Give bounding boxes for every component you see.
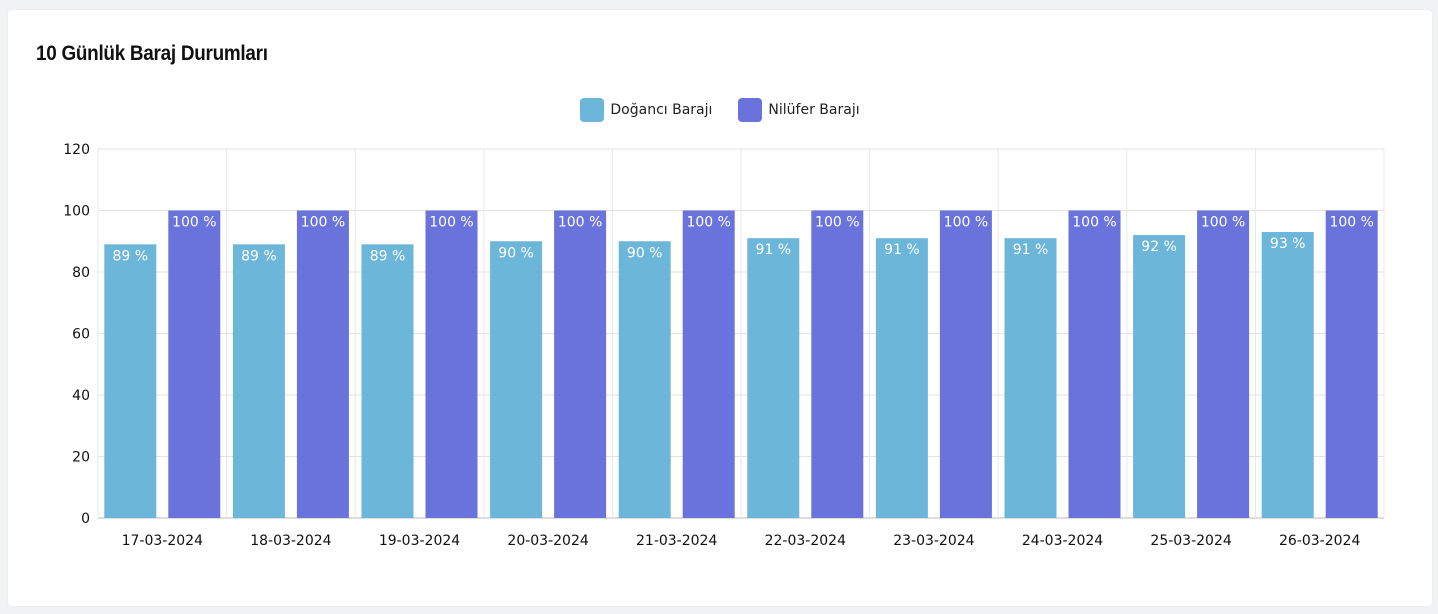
x-tick-label: 26-03-2024 <box>1279 533 1360 549</box>
bar-nilufer <box>296 210 349 518</box>
bar-dogancı <box>1004 238 1057 519</box>
x-tick-label: 20-03-2024 <box>507 533 588 549</box>
bar-dogancı <box>1261 232 1314 518</box>
bar-chart: 0 20 40 60 80 100 120 89 % 100 % 17-03-2024 89 % 10… <box>63 142 1385 549</box>
data-label: 100 % <box>558 215 602 231</box>
bar-dogancı <box>104 244 157 518</box>
y-tick-label: 20 <box>72 450 90 466</box>
data-label: 91 % <box>884 242 920 258</box>
bar-nilufer <box>682 210 735 518</box>
chart-card: 10 Günlük Baraj Durumları Doğancı Barajı… <box>8 10 1432 606</box>
x-tick-label: 21-03-2024 <box>636 533 717 549</box>
bar-nilufer <box>168 210 221 518</box>
data-label: 100 % <box>1201 215 1245 231</box>
data-label: 89 % <box>241 248 277 264</box>
x-tick-label: 18-03-2024 <box>250 533 331 549</box>
card-title: 10 Günlük Baraj Durumları <box>36 42 268 65</box>
legend-item-nilufer[interactable]: Nilüfer Barajı <box>738 98 860 122</box>
data-label: 89 % <box>113 248 149 264</box>
data-label: 100 % <box>1329 215 1373 231</box>
x-tick-label: 25-03-2024 <box>1150 533 1231 549</box>
y-tick-label: 80 <box>72 265 90 281</box>
x-tick-label: 19-03-2024 <box>379 533 460 549</box>
data-label: 100 % <box>686 215 730 231</box>
bar-nilufer <box>1197 210 1250 518</box>
bar-nilufer <box>1068 210 1121 518</box>
legend-swatch-nilufer <box>738 98 763 122</box>
y-tick-label: 60 <box>72 327 90 343</box>
data-label: 100 % <box>815 215 859 231</box>
bar-nilufer <box>1325 210 1378 518</box>
legend-item-dogancı[interactable]: Doğancı Barajı <box>580 98 712 122</box>
bar-dogancı <box>1133 235 1186 518</box>
data-label: 100 % <box>301 215 345 231</box>
data-label: 100 % <box>944 215 988 231</box>
x-tick-label: 23-03-2024 <box>893 533 974 549</box>
y-tick-label: 0 <box>81 511 90 527</box>
bar-nilufer <box>425 210 478 518</box>
data-label: 100 % <box>172 215 216 231</box>
x-tick-label: 17-03-2024 <box>122 533 203 549</box>
x-tick-label: 24-03-2024 <box>1022 533 1103 549</box>
bar-dogancı <box>618 241 671 518</box>
y-tick-label: 120 <box>63 142 90 158</box>
bar-nilufer <box>939 210 992 518</box>
legend-label-nilufer: Nilüfer Barajı <box>768 102 860 118</box>
bar-dogancı <box>875 238 928 519</box>
legend-label-dogancı: Doğancı Barajı <box>610 102 713 118</box>
bar-dogancı <box>490 241 543 518</box>
data-label: 90 % <box>498 245 534 261</box>
data-label: 100 % <box>429 215 473 231</box>
y-tick-label: 100 <box>63 204 90 220</box>
bar-dogancı <box>361 244 414 518</box>
data-label: 93 % <box>1270 236 1306 252</box>
bar-dogancı <box>232 244 285 518</box>
data-label: 91 % <box>756 242 792 258</box>
x-tick-label: 22-03-2024 <box>765 533 846 549</box>
data-label: 89 % <box>370 248 406 264</box>
data-label: 100 % <box>1072 215 1116 231</box>
data-label: 91 % <box>1013 242 1049 258</box>
bar-nilufer <box>811 210 864 518</box>
chart-legend: Doğancı Barajı Nilüfer Barajı <box>8 98 1432 122</box>
legend-swatch-dogancı <box>580 98 605 122</box>
data-label: 92 % <box>1141 239 1177 255</box>
bar-dogancı <box>747 238 800 519</box>
bar-nilufer <box>554 210 607 518</box>
y-tick-label: 40 <box>72 388 90 404</box>
data-label: 90 % <box>627 245 663 261</box>
